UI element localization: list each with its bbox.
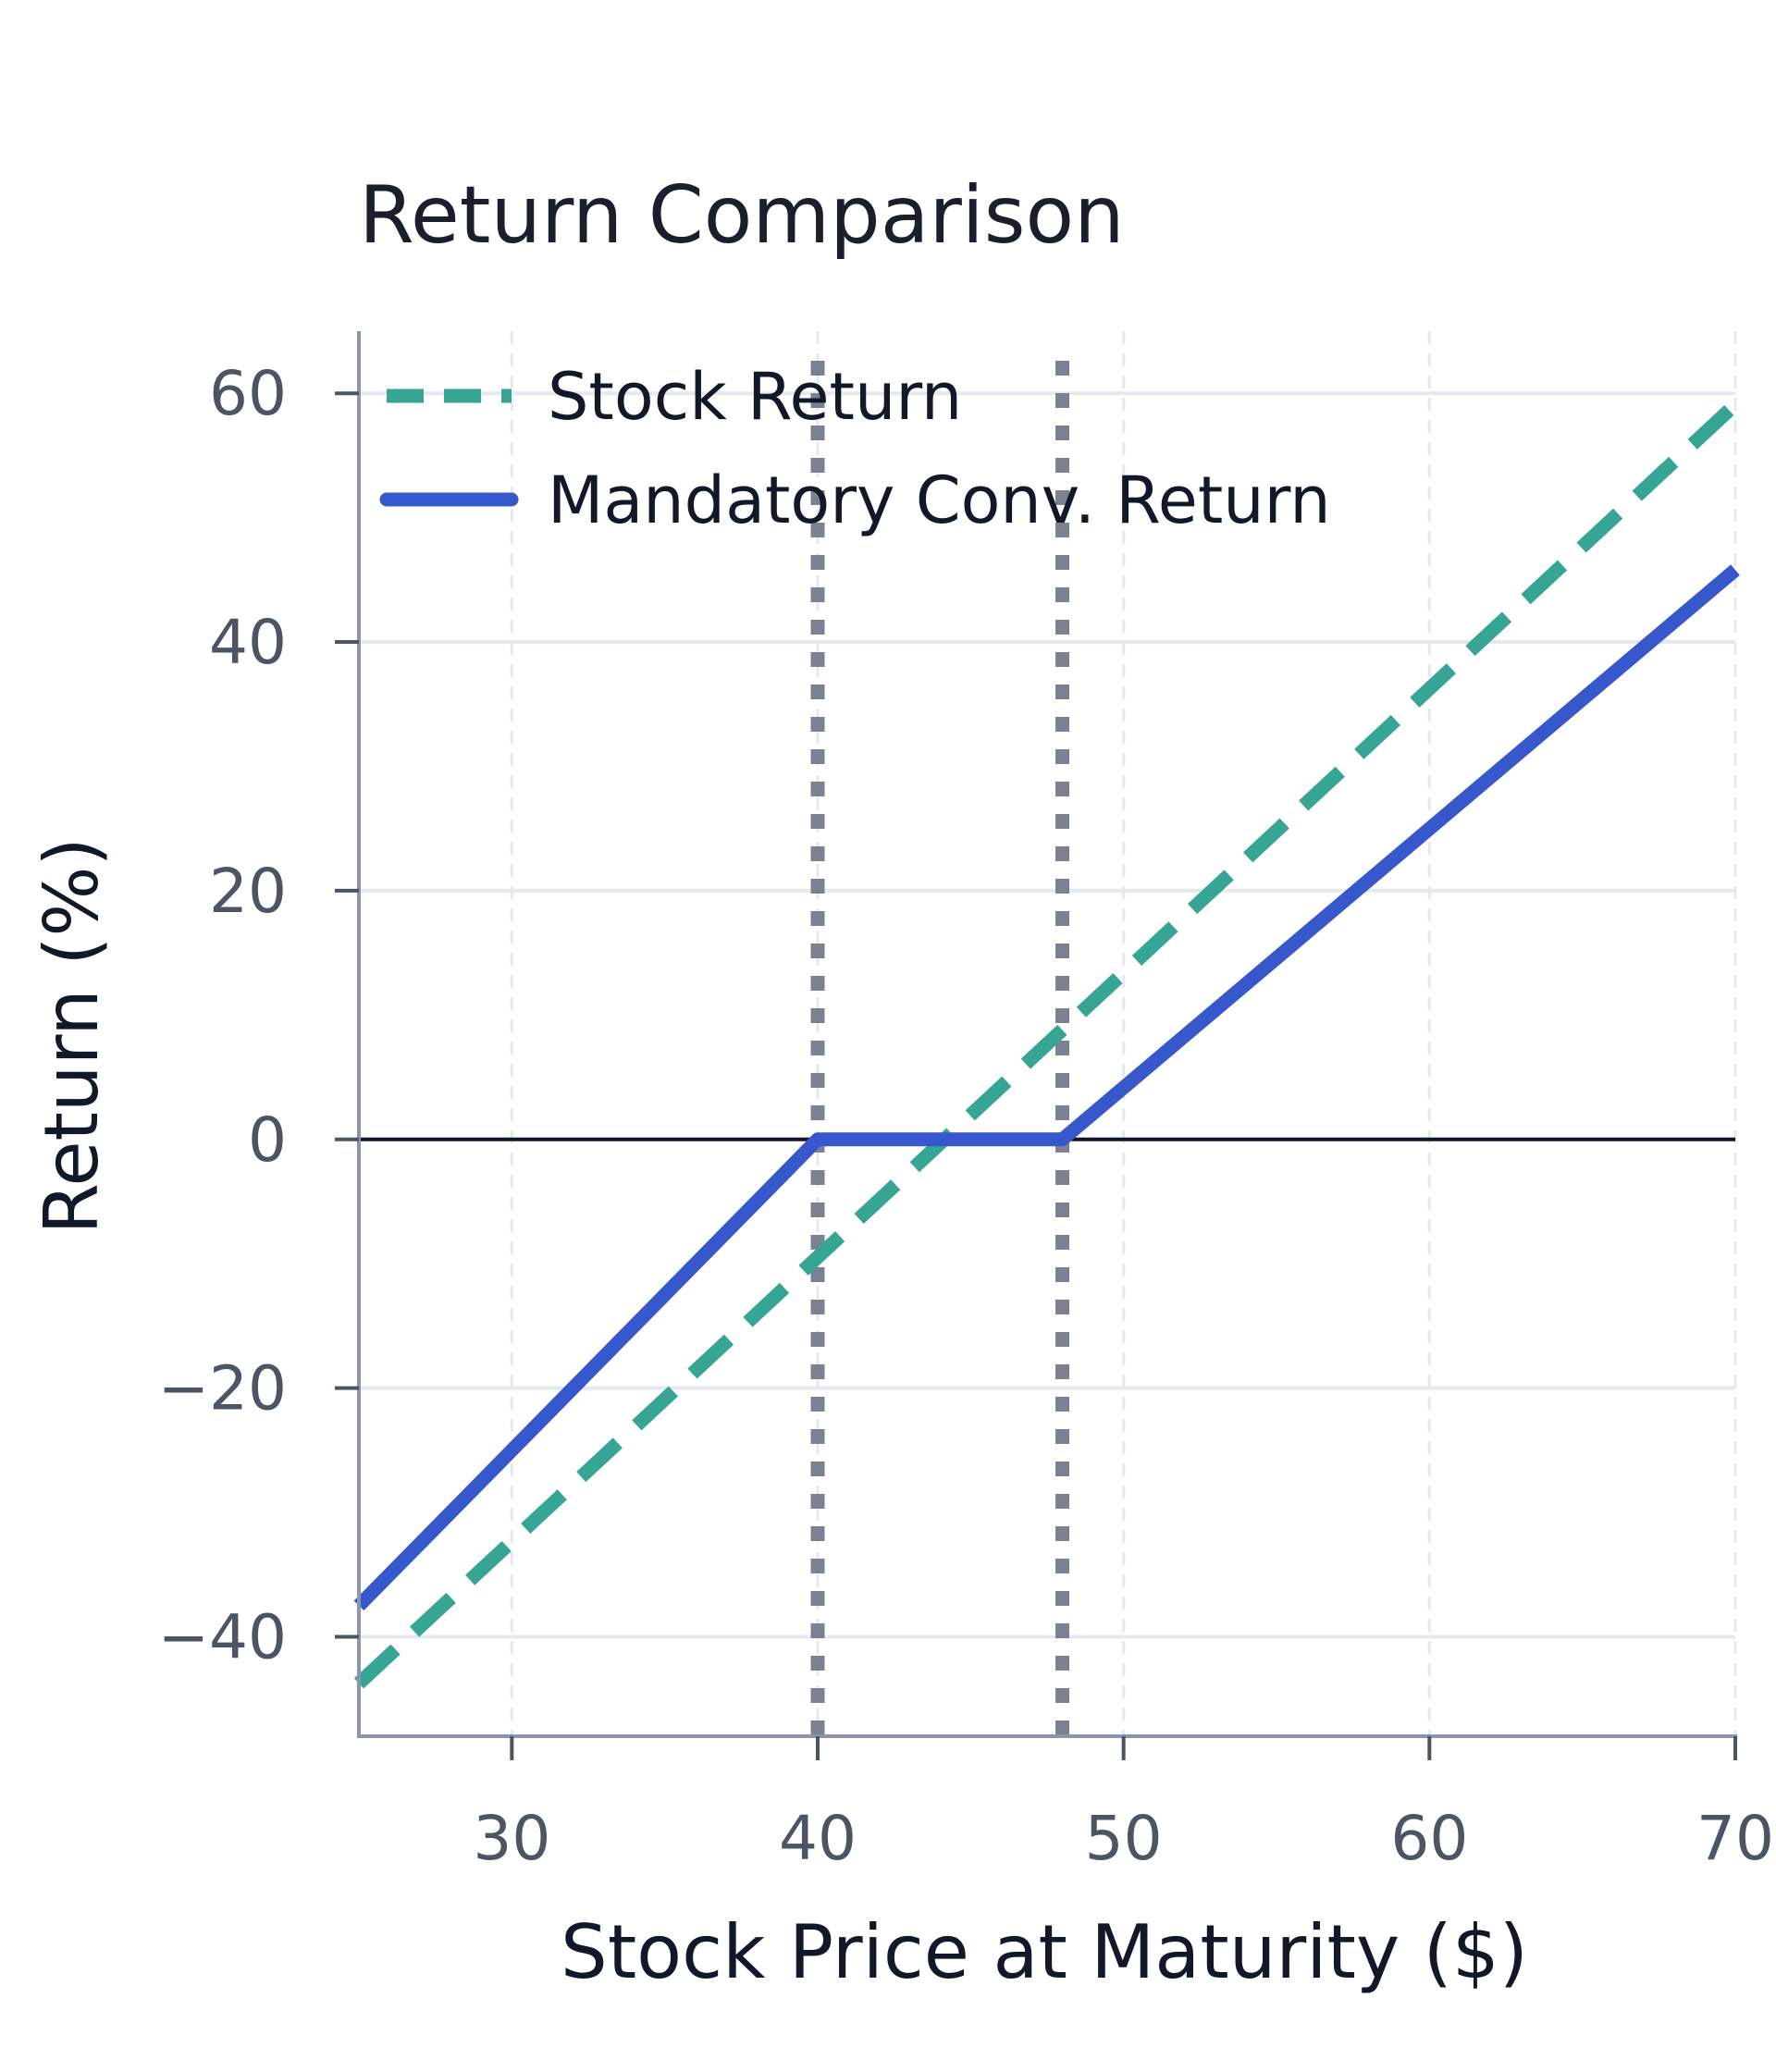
y-tick-label: −40: [158, 1601, 287, 1672]
x-tick-label: 70: [1696, 1803, 1774, 1874]
y-tick-label: 0: [248, 1104, 287, 1176]
y-tick-label: 20: [209, 856, 287, 927]
x-tick-label: 50: [1085, 1803, 1163, 1874]
x-tick-label: 60: [1390, 1803, 1468, 1874]
y-tick-label: −20: [158, 1353, 287, 1424]
series-layer: [353, 399, 1741, 1689]
mandatory-conv-return-line: [353, 564, 1740, 1611]
stock-return-line: [353, 399, 1741, 1689]
x-axis-label: Stock Price at Maturity ($): [561, 1909, 1528, 1995]
chart-title: Return Comparison: [359, 169, 1125, 262]
grid: [359, 331, 1737, 1736]
y-axis-label: Return (%): [29, 837, 115, 1234]
y-tick-label: 60: [209, 358, 287, 429]
legend-label: Stock Return: [548, 359, 962, 435]
legend-label: Mandatory Conv. Return: [548, 462, 1331, 538]
y-tick-label: 40: [209, 607, 287, 678]
axes: [357, 331, 1737, 1738]
legend: Stock Return Mandatory Conv. Return: [379, 359, 1331, 538]
x-tick-label: 40: [779, 1803, 857, 1874]
x-tick-label: 30: [473, 1803, 550, 1874]
ticks: −40 −20 0 20 40 60 30 40 50 60 70: [158, 358, 1774, 1874]
